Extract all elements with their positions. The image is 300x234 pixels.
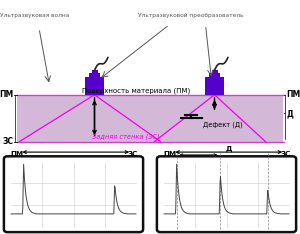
Text: Д: Д xyxy=(226,146,232,152)
Text: ЗС: ЗС xyxy=(280,151,291,157)
Text: Ультразвуковой преобразователь: Ультразвуковой преобразователь xyxy=(138,13,243,18)
Text: Д: Д xyxy=(286,109,293,118)
Text: ПМ: ПМ xyxy=(11,151,24,157)
Text: Задняя стенка (ЗС): Задняя стенка (ЗС) xyxy=(92,134,160,140)
FancyBboxPatch shape xyxy=(157,156,296,232)
Text: Дефект (Д): Дефект (Д) xyxy=(203,122,243,128)
Bar xyxy=(16,95,283,142)
Text: ПМ: ПМ xyxy=(0,90,14,99)
Text: ПМ: ПМ xyxy=(164,151,177,157)
Bar xyxy=(209,73,220,79)
Bar xyxy=(212,70,218,77)
Text: ЗС: ЗС xyxy=(128,151,138,157)
Text: ЗС: ЗС xyxy=(2,137,14,146)
Bar xyxy=(89,73,100,79)
Bar xyxy=(92,70,98,77)
FancyBboxPatch shape xyxy=(4,156,143,232)
Text: Поверхность материала (ПМ): Поверхность материала (ПМ) xyxy=(82,87,190,94)
Bar xyxy=(205,77,224,95)
Text: Ультразвуковая волна: Ультразвуковая волна xyxy=(0,13,69,18)
Bar xyxy=(85,77,104,95)
Text: ПМ: ПМ xyxy=(286,90,300,99)
